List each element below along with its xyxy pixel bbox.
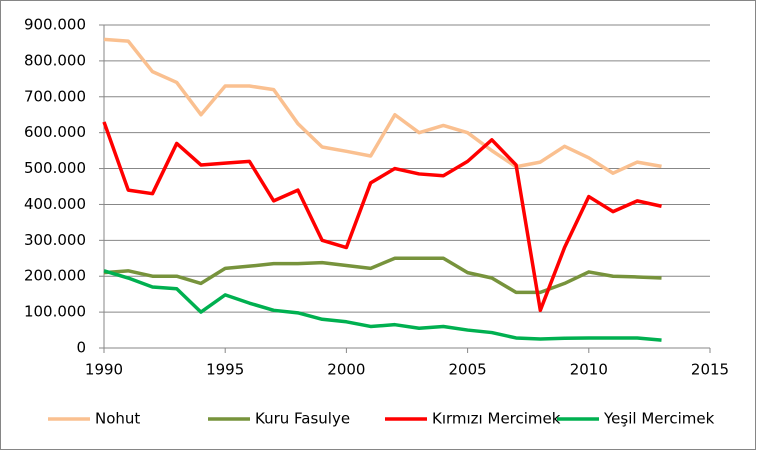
series-line	[103, 37, 662, 175]
y-tick-label: 400.000	[24, 195, 86, 213]
series-line	[103, 256, 662, 295]
y-tick-label: 600.000	[24, 123, 86, 141]
y-tick-label: 0	[76, 339, 86, 357]
legend-label: Nohut	[95, 410, 140, 428]
series-line	[103, 269, 662, 342]
y-tick-label: 800.000	[24, 51, 86, 69]
x-tick-label: 2010	[570, 361, 608, 379]
y-tick-label: 200.000	[24, 267, 86, 285]
legend-label: Kuru Fasulye	[255, 410, 350, 428]
legend-label: Kırmızı Mercimek	[432, 410, 561, 428]
y-tick-label: 300.000	[24, 231, 86, 249]
series-line	[102, 121, 662, 313]
y-tick-label: 700.000	[24, 87, 86, 105]
y-tick-label: 900.000	[24, 16, 86, 34]
x-tick-label: 2000	[327, 361, 365, 379]
x-tick-label: 1995	[206, 361, 244, 379]
legend-label: Yeşil Mercimek	[603, 410, 715, 428]
y-tick-label: 500.000	[24, 159, 86, 177]
y-tick-label: 100.000	[24, 303, 86, 321]
x-tick-label: 2015	[691, 361, 729, 379]
x-tick-label: 2005	[449, 361, 487, 379]
x-tick-label: 1990	[85, 361, 123, 379]
